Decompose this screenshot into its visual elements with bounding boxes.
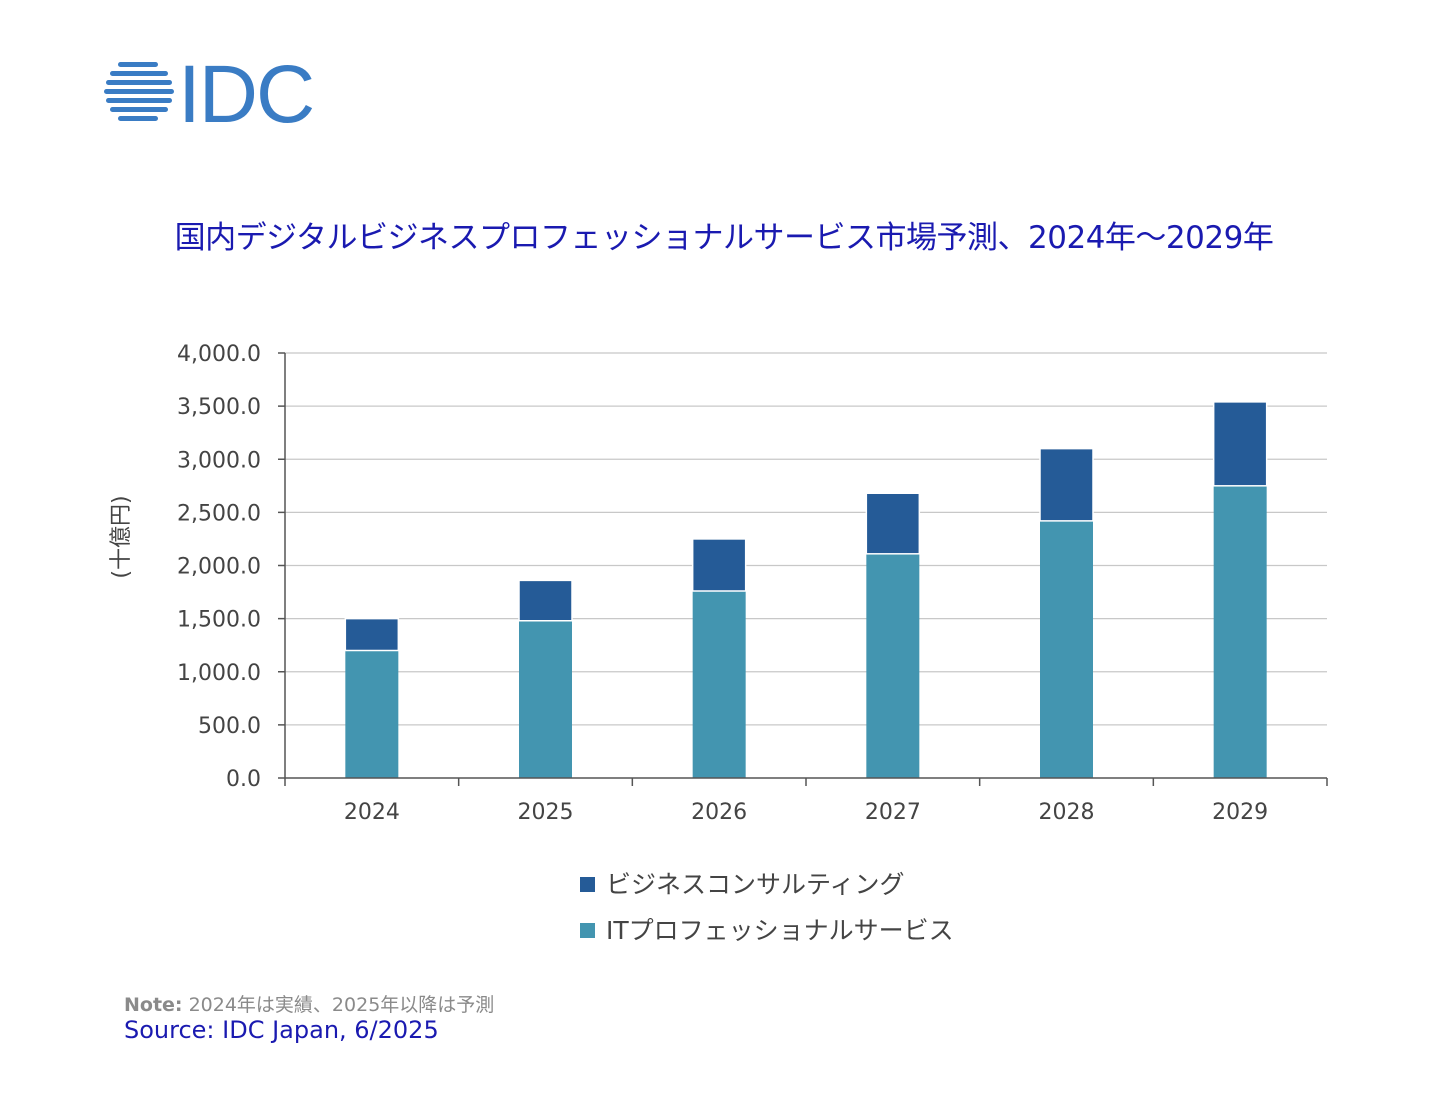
x-tick-label: 2025: [518, 800, 574, 825]
bar-segment: [345, 650, 399, 778]
bar-segment: [691, 538, 747, 592]
bar-segment: [1039, 447, 1094, 522]
y-tick-label: 4,000.0: [177, 342, 261, 367]
x-tick-label: 2026: [691, 800, 747, 825]
note-text: 2024年は実績、2025年以降は予測: [182, 994, 495, 1016]
y-tick-label: 3,000.0: [177, 448, 261, 473]
idc-logo-text: IDC: [178, 56, 313, 130]
legend-label: ビジネスコンサルティング: [606, 870, 905, 899]
bar-segment: [519, 620, 572, 778]
idc-globe-icon: [104, 62, 174, 121]
bar-segment: [344, 617, 400, 652]
y-tick-label: 0.0: [226, 767, 261, 792]
y-tick-label: 3,500.0: [177, 395, 261, 420]
bar-segment: [866, 553, 920, 778]
chart-title: 国内デジタルビジネスプロフェッショナルサービス市場予測、2024年～2029年: [174, 220, 1274, 256]
y-tick-label: 2,500.0: [177, 501, 261, 526]
legend-swatch: [580, 877, 595, 892]
legend-swatch: [580, 923, 595, 938]
note: Note: 2024年は実績、2025年以降は予測: [124, 990, 494, 1017]
bar-segment: [518, 579, 573, 622]
y-tick-label: 1,000.0: [177, 661, 261, 686]
y-tick-label: 2,000.0: [177, 555, 261, 580]
x-tick-label: 2028: [1039, 800, 1095, 825]
x-tick-label: 2029: [1212, 800, 1268, 825]
y-axis-label: (十億円): [109, 495, 134, 578]
bar-segment: [692, 591, 746, 778]
bar-segment: [1213, 485, 1267, 778]
bar-segment: [1212, 401, 1268, 487]
y-tick-label: 500.0: [198, 714, 261, 739]
legend-label: ITプロフェッショナルサービス: [606, 916, 954, 945]
idc-logo: IDC: [104, 56, 315, 130]
source: Source: IDC Japan, 6/2025: [124, 1016, 439, 1044]
note-label: Note:: [124, 994, 183, 1016]
y-tick-label: 1,500.0: [177, 608, 261, 633]
bar-segment: [865, 492, 921, 555]
bar-segment: [1040, 520, 1093, 778]
x-tick-label: 2027: [865, 800, 921, 825]
x-tick-label: 2024: [344, 800, 400, 825]
